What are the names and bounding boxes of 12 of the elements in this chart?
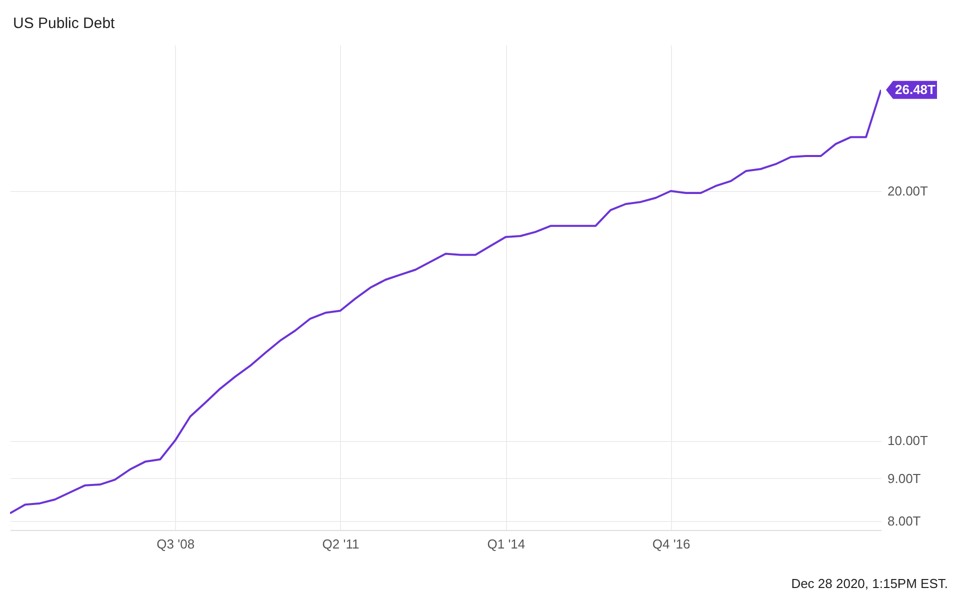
text: Dec 28 2020, 1:15PM EST.	[791, 576, 948, 591]
line-series	[10, 88, 881, 514]
x-tick-label: Q4 '16	[652, 536, 690, 552]
y-tick-label: 10.00T	[888, 433, 928, 448]
y-tick-label: 9.00T	[888, 470, 921, 486]
x-tick-label: Q2 '11	[322, 536, 360, 552]
x-tick-label: Q1 '14	[487, 536, 526, 552]
x-tick-label: Q3 '08	[156, 536, 195, 552]
y-tick-label: 8.00T	[888, 513, 921, 528]
y-tick-label: 20.00T	[888, 183, 928, 198]
data-label: 26.48T	[895, 82, 936, 97]
chart-title: US Public Debt	[13, 15, 116, 32]
